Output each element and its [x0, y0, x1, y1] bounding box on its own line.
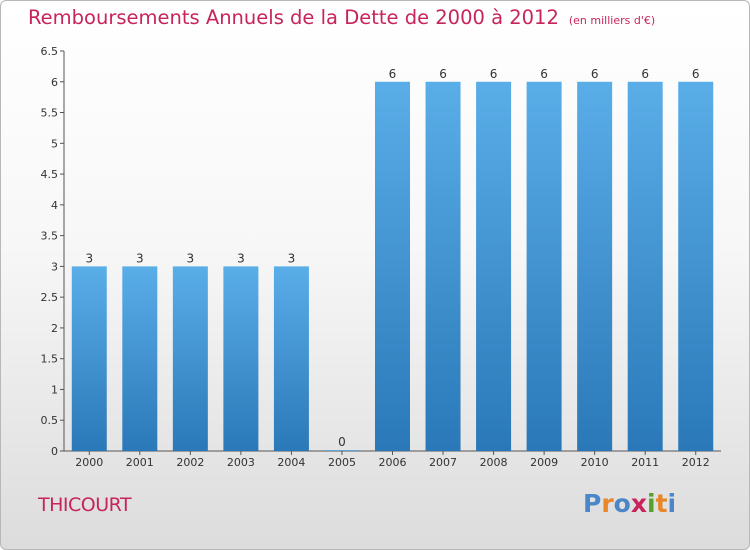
bar-2000: [71, 266, 107, 451]
logo-letter: i: [647, 489, 656, 518]
y-tick-label: 5.5: [41, 107, 59, 120]
bar-2008: [476, 81, 512, 452]
y-tick-label: 0.5: [41, 414, 59, 427]
y-tick-label: 1.5: [41, 353, 59, 366]
bar-2012: [678, 81, 714, 452]
chart-title: Remboursements Annuels de la Dette de 20…: [28, 6, 559, 29]
x-tick-label: 2001: [126, 456, 154, 469]
x-tick-label: 2003: [227, 456, 255, 469]
x-tick-label: 2008: [480, 456, 508, 469]
bar-2006: [375, 81, 410, 452]
y-tick-label: 0: [51, 445, 58, 458]
x-tick-label: 2007: [429, 456, 457, 469]
bar-2010: [577, 81, 613, 452]
y-tick-label: 3: [51, 260, 58, 273]
data-label: 3: [187, 251, 195, 265]
data-label: 6: [439, 67, 447, 81]
y-tick-label: 5: [51, 137, 58, 150]
logo-letter: i: [667, 489, 677, 518]
x-tick-label: 2012: [682, 456, 710, 469]
data-label: 6: [591, 67, 599, 81]
logo-letter: P: [583, 489, 602, 518]
bar-2005: [324, 450, 360, 451]
chart-unit: (en milliers d'€): [568, 14, 656, 27]
data-label: 3: [237, 251, 245, 265]
data-label: 6: [389, 67, 397, 81]
y-tick-label: 3.5: [41, 230, 59, 243]
data-label: 0: [338, 435, 346, 449]
bar-2004: [273, 266, 309, 451]
bar-2001: [122, 266, 158, 451]
x-tick-label: 2009: [530, 456, 558, 469]
logo-letter: r: [601, 489, 614, 518]
x-tick-label: 2000: [75, 456, 103, 469]
logo-letter: o: [613, 489, 631, 518]
bar-2003: [223, 266, 259, 451]
data-label: 3: [136, 251, 144, 265]
y-tick-label: 6.5: [41, 45, 59, 58]
y-tick-label: 2.5: [41, 291, 59, 304]
y-tick-label: 4: [51, 199, 58, 212]
data-label: 6: [692, 67, 700, 81]
data-label: 6: [490, 67, 498, 81]
x-tick-label: 2006: [379, 456, 407, 469]
proxiti-logo[interactable]: Proxiti: [583, 489, 676, 518]
logo-letter: t: [655, 489, 668, 518]
bar-2007: [425, 81, 461, 452]
x-tick-label: 2010: [581, 456, 609, 469]
data-label: 3: [288, 251, 296, 265]
bar-2002: [172, 266, 208, 451]
data-label: 6: [641, 67, 649, 81]
bar-2011: [627, 81, 663, 452]
bar-2009: [526, 81, 562, 452]
x-tick-label: 2002: [176, 456, 204, 469]
x-tick-label: 2005: [328, 456, 356, 469]
y-tick-label: 2: [51, 322, 58, 335]
x-tick-label: 2004: [277, 456, 305, 469]
logo-letter: x: [630, 489, 647, 518]
commune-name: THICOURT: [38, 494, 132, 516]
y-tick-label: 6: [51, 76, 58, 89]
data-label: 3: [85, 251, 93, 265]
y-tick-label: 1: [51, 383, 58, 396]
y-tick-label: 4.5: [41, 168, 59, 181]
x-tick-label: 2011: [631, 456, 659, 469]
data-label: 6: [540, 67, 548, 81]
chart-header: Remboursements Annuels de la Dette de 20…: [28, 6, 655, 29]
